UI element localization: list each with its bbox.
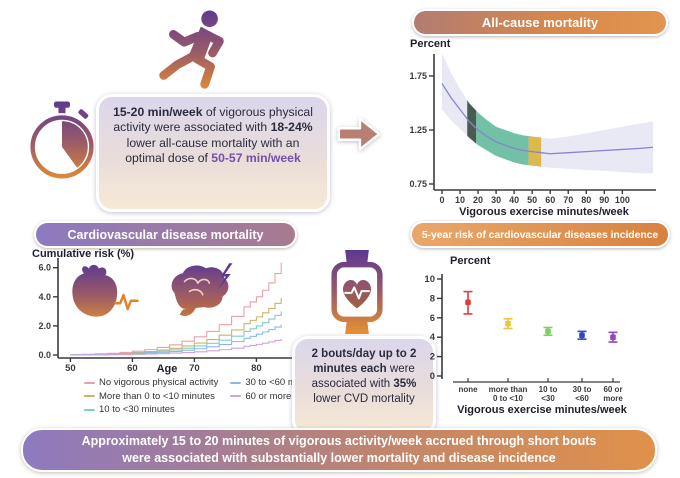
svg-text:6.0: 6.0 bbox=[38, 263, 51, 273]
legend-label: 30 to <60 minutes bbox=[245, 377, 322, 389]
runner-icon bbox=[159, 10, 224, 89]
legend-label: More than 0 to <10 minutes bbox=[99, 390, 215, 402]
legend-label: 10 to <30 minutes bbox=[99, 404, 175, 416]
svg-text:80: 80 bbox=[251, 363, 262, 374]
svg-text:2.0: 2.0 bbox=[38, 321, 51, 331]
allcause-chart: 0.75 1.25 1.75 0 10 20 30 40 50 60 70 80 90 100Vigoro… bbox=[409, 53, 656, 218]
svg-text:2: 2 bbox=[430, 352, 435, 363]
svg-text:Age: Age bbox=[157, 363, 178, 375]
svg-text:1.75: 1.75 bbox=[409, 71, 427, 81]
svg-text:40: 40 bbox=[509, 195, 519, 205]
svg-text:50: 50 bbox=[65, 363, 76, 374]
legend-dash bbox=[84, 395, 95, 398]
heart-ecg-icon bbox=[72, 264, 139, 317]
legend-label: 60 or more minutes bbox=[245, 390, 328, 402]
bottom-banner: Approximately 15 to 20 minutes of vigoro… bbox=[21, 428, 657, 472]
svg-text:8: 8 bbox=[430, 293, 435, 304]
svg-text:4.0: 4.0 bbox=[38, 292, 51, 302]
watch-percent: 35% bbox=[393, 377, 417, 390]
legend-item: 10 to <30 minutes bbox=[84, 403, 218, 417]
watch-message-box: 2 bouts/day up to 2 minutes each were as… bbox=[292, 336, 436, 436]
intro-optimal-dose: 50-57 min/week bbox=[211, 151, 301, 166]
allcause-ylabel: Percent bbox=[410, 38, 451, 50]
svg-text:10: 10 bbox=[424, 274, 435, 285]
svg-text:0: 0 bbox=[439, 195, 444, 205]
risk-header: 5-year risk of cardiovascular diseases i… bbox=[410, 221, 670, 248]
svg-text:0 to <10: 0 to <10 bbox=[493, 394, 524, 403]
legend-dash bbox=[230, 395, 242, 398]
legend-item: No vigorous physical activity bbox=[84, 376, 218, 390]
legend-item: More than 0 to <10 minutes bbox=[84, 390, 218, 404]
svg-text:0.0: 0.0 bbox=[38, 350, 51, 360]
intro-message-box: 15-20 min/week of vigorous physical acti… bbox=[96, 94, 330, 212]
legend-item: 60 or more minutes bbox=[230, 390, 327, 404]
legend-dash bbox=[84, 408, 95, 411]
svg-text:none: none bbox=[458, 385, 478, 394]
svg-text:70: 70 bbox=[563, 195, 573, 205]
stopwatch-icon bbox=[30, 101, 94, 179]
svg-text:more: more bbox=[603, 394, 623, 403]
svg-text:90: 90 bbox=[599, 195, 609, 205]
svg-text:Vigorous exercise minutes/week: Vigorous exercise minutes/week bbox=[457, 404, 628, 416]
intro-percent: 18-24% bbox=[270, 120, 313, 135]
legend-dash bbox=[230, 381, 242, 384]
watch-bouts: 2 bouts/day up to 2 minutes each bbox=[311, 348, 417, 375]
cvd-legend: No vigorous physical activity More than 0… bbox=[84, 376, 327, 417]
svg-text:100: 100 bbox=[615, 195, 630, 205]
cvd-chart: 0.0 2.0 4.0 6.0 50 60 70 80 Age bbox=[38, 258, 294, 375]
svg-text:<30: <30 bbox=[541, 394, 555, 403]
svg-text:more than: more than bbox=[489, 385, 528, 394]
svg-text:50: 50 bbox=[527, 195, 537, 205]
svg-text:30 to: 30 to bbox=[573, 385, 592, 394]
svg-text:10 to: 10 to bbox=[539, 385, 558, 394]
svg-text:Vigorous exercise minutes/week: Vigorous exercise minutes/week bbox=[459, 206, 630, 218]
banner-line1: Approximately 15 to 20 minutes of vigoro… bbox=[81, 434, 597, 449]
legend-dash bbox=[84, 381, 95, 384]
legend-label: No vigorous physical activity bbox=[99, 377, 219, 389]
svg-text:80: 80 bbox=[581, 195, 591, 205]
svg-text:30: 30 bbox=[491, 195, 501, 205]
svg-text:1.25: 1.25 bbox=[409, 125, 427, 135]
brain-lightning-icon bbox=[171, 263, 233, 316]
svg-text:0.75: 0.75 bbox=[409, 179, 427, 189]
banner-line2: were associated with substantially lower… bbox=[122, 451, 556, 465]
svg-text:4: 4 bbox=[430, 332, 436, 343]
svg-text:<60: <60 bbox=[575, 394, 589, 403]
svg-text:70: 70 bbox=[189, 363, 200, 374]
risk-ylabel: Percent bbox=[450, 255, 491, 267]
legend-item: 30 to <60 minutes bbox=[230, 376, 327, 390]
cvd-ylabel: Cumulative risk (%) bbox=[32, 248, 135, 260]
svg-text:60: 60 bbox=[127, 363, 138, 374]
cvd-header: Cardiovascular disease mortality bbox=[34, 221, 297, 248]
svg-text:0: 0 bbox=[430, 371, 435, 382]
svg-text:60: 60 bbox=[545, 195, 555, 205]
intro-dose: 15-20 min/week bbox=[113, 105, 203, 119]
svg-text:60 or: 60 or bbox=[603, 385, 622, 394]
svg-text:10: 10 bbox=[455, 195, 465, 205]
svg-text:20: 20 bbox=[473, 195, 483, 205]
svg-text:6: 6 bbox=[430, 313, 435, 324]
arrow-right-icon bbox=[337, 117, 381, 151]
allcause-header: All-cause mortality bbox=[412, 9, 668, 36]
smartwatch-heart-icon bbox=[331, 250, 383, 334]
